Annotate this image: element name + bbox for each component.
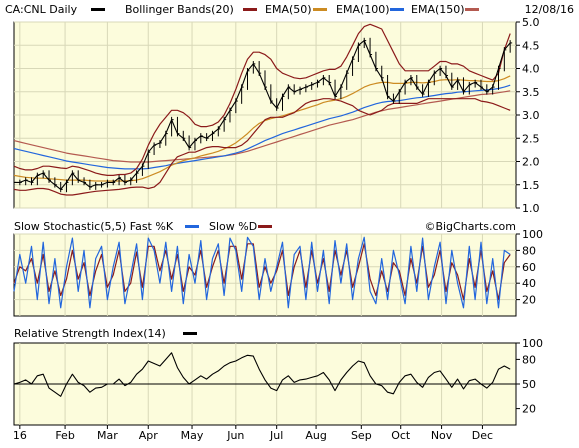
stoch-ytick-label-2: 60 <box>522 261 536 274</box>
price-legend-swatch <box>91 8 105 11</box>
ema150-line <box>13 90 511 163</box>
ema50-legend-swatch <box>313 8 327 11</box>
bigcharts-watermark: ©BigCharts.com <box>424 220 516 233</box>
time-tick-label-7: Aug <box>305 429 326 442</box>
price-ytick-label-1: 1.5 <box>522 179 540 192</box>
bollinger-upper-line <box>13 23 511 176</box>
ema100-legend-label: EMA(100) <box>336 3 390 16</box>
time-tick-label-6: Jul <box>269 429 283 442</box>
price-y-axis: 1.0 1.5 2.0 2.5 3.0 3.5 4.0 4.5 5.0 <box>516 16 540 215</box>
rsi-ytick-label-0: 20 <box>522 403 536 416</box>
price-ytick-label-2: 2.0 <box>522 156 540 169</box>
stochastic-panel: Slow Stochastic(5,5) Fast %K Slow %D ©Bi… <box>13 220 543 317</box>
time-tick-label-8: Sep <box>351 429 372 442</box>
rsi-series-group <box>13 352 511 397</box>
rsi-ytick-label-2: 80 <box>522 353 536 366</box>
price-ytick-label-0: 1.0 <box>522 202 540 215</box>
price-ytick-label-8: 5.0 <box>522 16 540 29</box>
fast-k-line <box>13 236 511 309</box>
rsi-title: Relative Strength Index(14) <box>14 327 166 340</box>
stochastic-y-axis: 20 40 60 80 100 <box>516 228 543 307</box>
rsi-panel: Relative Strength Index(14) 20 50 80 100 <box>13 327 543 426</box>
ema100-legend-swatch <box>390 8 404 11</box>
ema50-legend-label: EMA(50) <box>265 3 312 16</box>
time-tick-label-11: Dec <box>472 429 493 442</box>
time-tick-label-5: Jun <box>226 429 244 442</box>
time-tick-label-2: Mar <box>97 429 118 442</box>
stochastic-title: Slow Stochastic(5,5) Fast %K <box>14 220 174 233</box>
rsi-legend-swatch <box>183 332 197 335</box>
bollinger-legend-label: Bollinger Bands(20) <box>125 3 234 16</box>
price-panel: 1.0 1.5 2.0 2.5 3.0 3.5 4.0 4.5 5.0 <box>13 16 540 215</box>
bollinger-legend-swatch <box>243 8 257 11</box>
slow-d-legend-label: Slow %D <box>209 220 257 233</box>
time-tick-label-1: Feb <box>55 429 74 442</box>
stoch-ytick-label-3: 80 <box>522 244 536 257</box>
rsi-ytick-label-3: 100 <box>522 337 543 350</box>
ema50-line <box>13 75 511 182</box>
price-ytick-label-6: 4.0 <box>522 63 540 76</box>
time-tick-label-4: May <box>181 429 204 442</box>
time-axis: 16 Feb Mar Apr May Jun Jul Aug Sep Oct Nov Dec <box>13 425 493 442</box>
bollinger-lower-line <box>13 98 511 196</box>
fast-k-legend-swatch <box>185 225 199 228</box>
price-close-line <box>14 40 511 190</box>
stochastic-series-group <box>13 236 511 309</box>
time-tick-label-10: Nov <box>431 429 453 442</box>
time-tick-label-0: 16 <box>13 429 27 442</box>
slow-d-legend-swatch <box>258 225 272 228</box>
time-tick-label-3: Apr <box>139 429 159 442</box>
ema100-line <box>13 84 511 170</box>
time-tick-label-9: Oct <box>391 429 411 442</box>
price-ytick-label-5: 3.5 <box>522 86 540 99</box>
stoch-ytick-label-1: 40 <box>522 277 536 290</box>
price-header: CA:CNL Daily Bollinger Bands(20) EMA(50)… <box>5 3 574 16</box>
stoch-ytick-label-0: 20 <box>522 294 536 307</box>
stoch-ytick-label-4: 100 <box>522 228 543 241</box>
price-series-group <box>13 23 513 196</box>
rsi-line <box>13 352 511 397</box>
price-ytick-label-4: 3.0 <box>522 109 540 122</box>
rsi-y-axis: 20 50 80 100 <box>516 337 543 416</box>
rsi-ytick-label-1: 50 <box>522 378 536 391</box>
symbol-label: CA:CNL Daily <box>5 3 78 16</box>
ema150-legend-swatch <box>465 8 479 11</box>
chart-date: 12/08/16 <box>525 3 574 16</box>
ema150-legend-label: EMA(150) <box>411 3 465 16</box>
price-ytick-label-7: 4.5 <box>522 39 540 52</box>
price-ytick-label-3: 2.5 <box>522 132 540 145</box>
